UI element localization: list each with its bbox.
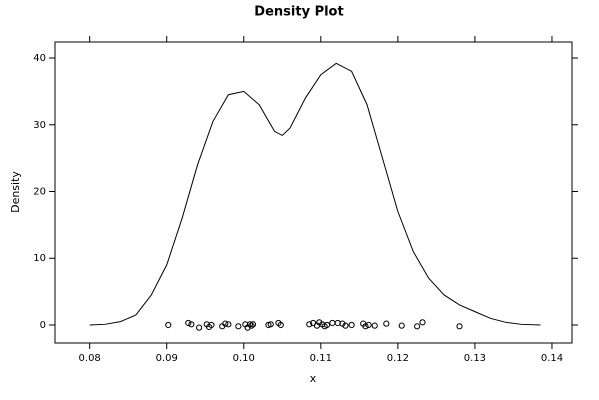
data-point — [235, 323, 242, 330]
data-point — [249, 321, 257, 328]
data-point — [383, 320, 390, 327]
plot-frame — [54, 41, 573, 344]
data-point — [225, 321, 232, 328]
data-point — [334, 319, 341, 327]
data-point — [208, 321, 215, 329]
x-tick-label: 0.12 — [387, 353, 409, 364]
data-point — [398, 322, 405, 329]
x-tick-label: 0.09 — [156, 353, 178, 364]
data-point — [188, 321, 195, 328]
data-point — [342, 322, 349, 329]
density-line — [89, 62, 541, 326]
data-point — [222, 320, 229, 327]
data-point — [306, 321, 313, 328]
data-point — [414, 323, 421, 330]
data-point — [248, 322, 255, 329]
x-tick-label: 0.11 — [310, 353, 332, 364]
x-tick-label: 0.14 — [541, 353, 563, 364]
data-point — [362, 323, 369, 330]
data-point — [323, 321, 331, 329]
data-point — [195, 324, 203, 331]
data-point — [246, 321, 254, 328]
data-point — [277, 321, 284, 329]
y-axis-label: Density — [9, 171, 22, 213]
chart-title: Density Plot — [254, 5, 343, 20]
data-point — [371, 322, 378, 329]
y-tick-label: 30 — [33, 120, 46, 131]
x-tick-label: 0.08 — [79, 353, 101, 364]
data-point — [267, 321, 274, 328]
data-point — [165, 321, 172, 329]
y-tick-label: 40 — [33, 53, 46, 64]
data-point — [185, 319, 192, 327]
data-point — [456, 323, 463, 330]
data-point — [348, 321, 355, 329]
x-tick-label: 0.10 — [233, 353, 255, 364]
data-point — [365, 321, 372, 329]
y-tick-label: 0 — [40, 320, 46, 331]
y-tick-label: 20 — [33, 186, 46, 197]
x-axis-label: x — [310, 372, 317, 385]
data-point — [419, 319, 426, 326]
x-tick-label: 0.13 — [464, 353, 486, 364]
data-point — [339, 320, 346, 327]
data-point — [329, 319, 336, 327]
data-point — [316, 319, 323, 326]
y-tick-label: 10 — [33, 253, 46, 264]
